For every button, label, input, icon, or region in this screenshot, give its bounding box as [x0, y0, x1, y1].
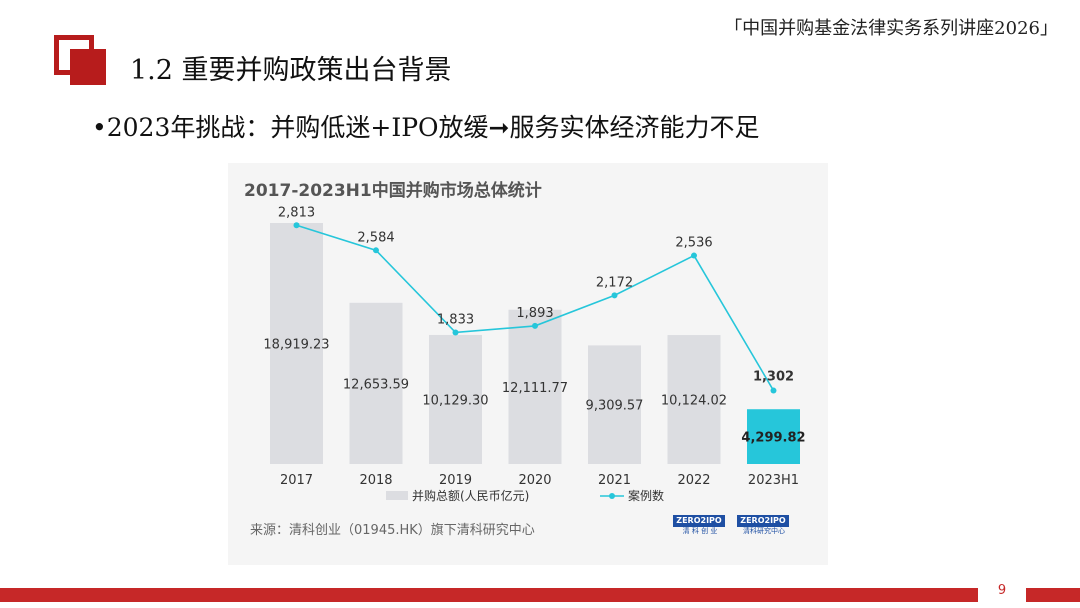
zero2ipo-ventures-logo: ZERO2IPO 清 科 创 业: [673, 515, 727, 541]
case-count-label: 2,536: [675, 236, 712, 251]
source-note: 来源：清科创业（01945.HK）旗下清科研究中心: [250, 523, 535, 538]
legend-line-label: 案例数: [628, 488, 664, 503]
page-number: 9: [997, 583, 1007, 598]
case-count-label: 2,584: [357, 230, 394, 245]
legend-bar-swatch: [386, 491, 408, 500]
logo-brand: ZERO2IPO: [673, 515, 725, 527]
bullet-text: •2023年挑战：并购低迷+IPO放缓➞服务实体经济能力不足: [92, 113, 760, 142]
bar-value-label: 12,653.59: [343, 377, 409, 392]
case-count-label: 1,302: [753, 370, 794, 385]
case-count-point-2017: [293, 222, 300, 229]
footer-bar-right: [1026, 588, 1080, 602]
bar-2023H1: [747, 409, 800, 464]
x-tick-label: 2019: [439, 473, 472, 488]
logo-square-fill: [70, 49, 106, 85]
bar-value-label: 12,111.77: [502, 381, 568, 396]
bar-value-label: 4,299.82: [741, 431, 805, 446]
x-tick-label: 2017: [280, 473, 313, 488]
legend-bar-label: 并购总额(人民币亿元): [412, 488, 529, 503]
series-title: 「中国并购基金法律实务系列讲座2026」: [724, 18, 1058, 39]
case-count-label: 1,893: [516, 306, 553, 321]
case-count-point-2021: [611, 292, 618, 299]
bar-value-label: 9,309.57: [586, 399, 644, 414]
x-tick-label: 2021: [598, 473, 631, 488]
bar-2021: [588, 345, 641, 464]
bar-value-label: 10,124.02: [661, 394, 727, 409]
bar-2017: [270, 223, 323, 464]
footer-bar-left: [0, 588, 978, 602]
case-count-point-2023H1: [770, 387, 777, 394]
bar-value-label: 18,919.23: [263, 338, 329, 353]
case-count-point-2019: [452, 329, 459, 336]
bar-value-label: 10,129.30: [422, 393, 488, 408]
x-tick-label: 2023H1: [748, 473, 799, 488]
case-count-point-2022: [691, 252, 697, 259]
section-title: 1.2 重要并购政策出台背景: [130, 55, 452, 86]
section-logo-mark: [54, 35, 110, 87]
bar-2018: [349, 302, 403, 464]
case-count-label: 1,833: [437, 312, 474, 327]
chart-title: 2017-2023H1中国并购市场总体统计: [244, 181, 542, 201]
x-tick-label: 2020: [518, 473, 551, 488]
case-count-point-2020: [532, 322, 538, 329]
case-count-label: 2,813: [278, 205, 315, 220]
legend-line-marker: [609, 493, 615, 499]
x-tick-label: 2018: [359, 473, 392, 488]
logo-sub: 清 科 创 业: [682, 527, 718, 535]
bar-2020: [508, 309, 562, 464]
case-count-label: 2,172: [596, 275, 633, 290]
zero2ipo-research-logo: ZERO2IPO 清科研究中心: [737, 515, 791, 541]
x-tick-label: 2022: [677, 473, 710, 488]
logo-sub: 清科研究中心: [743, 527, 785, 535]
bar-2022: [667, 335, 721, 464]
logo-brand: ZERO2IPO: [737, 515, 789, 527]
case-count-point-2018: [373, 247, 379, 254]
bar-2019: [429, 334, 482, 464]
